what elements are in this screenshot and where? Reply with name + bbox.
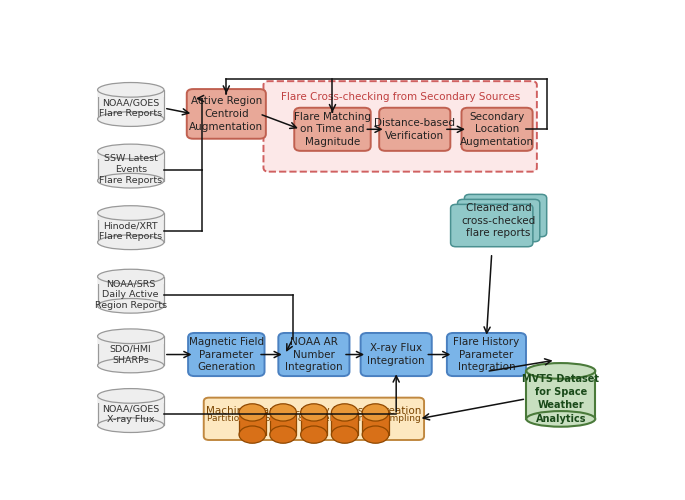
Ellipse shape	[301, 426, 327, 443]
Ellipse shape	[97, 418, 164, 432]
Ellipse shape	[362, 404, 389, 421]
Bar	[526, 371, 595, 419]
Text: Partitioning, Slicing & Labeling, Undersampling: Partitioning, Slicing & Labeling, Unders…	[207, 414, 421, 422]
Ellipse shape	[332, 426, 358, 443]
Ellipse shape	[270, 404, 297, 421]
Ellipse shape	[97, 235, 164, 250]
Text: Machine-learning-ready Dataset Creation: Machine-learning-ready Dataset Creation	[206, 406, 421, 415]
Bar	[239, 412, 266, 421]
FancyBboxPatch shape	[447, 333, 526, 376]
Bar	[97, 396, 164, 425]
Bar	[97, 213, 164, 242]
Ellipse shape	[239, 426, 266, 443]
Bar	[301, 412, 327, 434]
FancyBboxPatch shape	[278, 333, 349, 376]
Ellipse shape	[97, 358, 164, 373]
Text: Magnetic Field
Parameter
Generation: Magnetic Field Parameter Generation	[189, 336, 264, 372]
Bar	[97, 213, 164, 220]
FancyBboxPatch shape	[203, 398, 424, 440]
Ellipse shape	[301, 404, 327, 421]
Ellipse shape	[97, 269, 164, 284]
Ellipse shape	[97, 329, 164, 344]
Bar	[526, 371, 595, 378]
Bar	[301, 412, 327, 421]
Ellipse shape	[526, 411, 595, 426]
Ellipse shape	[97, 144, 164, 159]
Text: NOAA/GOES
X-ray Flux: NOAA/GOES X-ray Flux	[102, 404, 160, 424]
Ellipse shape	[97, 82, 164, 97]
Text: SDO/HMI
SHARPs: SDO/HMI SHARPs	[110, 344, 151, 364]
Bar	[97, 152, 164, 180]
Ellipse shape	[97, 174, 164, 188]
Text: NOAA AR
Number
Integration: NOAA AR Number Integration	[285, 336, 342, 372]
FancyBboxPatch shape	[451, 204, 533, 246]
Bar	[270, 412, 297, 434]
Ellipse shape	[97, 206, 164, 220]
Bar	[97, 276, 164, 284]
FancyBboxPatch shape	[264, 81, 537, 172]
Bar	[97, 90, 164, 119]
Text: Flare Matching
on Time and
Magnitude: Flare Matching on Time and Magnitude	[294, 112, 371, 147]
Bar	[97, 152, 164, 159]
Text: Cleaned and
cross-checked
flare reports: Cleaned and cross-checked flare reports	[462, 202, 536, 238]
Bar	[97, 90, 164, 97]
Bar	[97, 336, 164, 366]
Ellipse shape	[526, 363, 595, 378]
FancyBboxPatch shape	[187, 89, 266, 138]
Ellipse shape	[97, 112, 164, 126]
Text: SSW Latest
Events
Flare Reports: SSW Latest Events Flare Reports	[99, 154, 162, 186]
Ellipse shape	[362, 426, 389, 443]
Bar	[239, 412, 266, 434]
Text: Secondary
Location
Augmentation: Secondary Location Augmentation	[460, 112, 534, 147]
Text: Flare History
Parameter
Integration: Flare History Parameter Integration	[453, 336, 519, 372]
Text: NOAA/GOES
Flare Reports: NOAA/GOES Flare Reports	[99, 98, 162, 118]
Text: Hinode/XRT
Flare Reports: Hinode/XRT Flare Reports	[99, 222, 162, 242]
Bar	[270, 412, 297, 421]
FancyBboxPatch shape	[379, 108, 450, 151]
Text: Active Region
Centroid
Augmentation: Active Region Centroid Augmentation	[189, 96, 263, 132]
Bar	[332, 412, 358, 434]
Ellipse shape	[97, 388, 164, 403]
FancyBboxPatch shape	[360, 333, 432, 376]
Text: X-ray Flux
Integration: X-ray Flux Integration	[367, 343, 425, 366]
Bar	[97, 396, 164, 403]
Text: NOAA/SRS
Daily Active
Region Reports: NOAA/SRS Daily Active Region Reports	[95, 279, 167, 310]
FancyBboxPatch shape	[464, 194, 547, 236]
Bar	[332, 412, 358, 421]
FancyBboxPatch shape	[188, 333, 264, 376]
Text: MVTS Dataset
for Space
Weather
Analytics: MVTS Dataset for Space Weather Analytics	[522, 374, 599, 424]
FancyBboxPatch shape	[462, 108, 533, 151]
Text: Distance-based
Verification: Distance-based Verification	[374, 118, 456, 141]
Bar	[362, 412, 389, 434]
Ellipse shape	[97, 298, 164, 313]
Bar	[97, 336, 164, 344]
FancyBboxPatch shape	[458, 200, 540, 241]
Bar	[97, 276, 164, 306]
Ellipse shape	[332, 404, 358, 421]
Text: Flare Cross-checking from Secondary Sources: Flare Cross-checking from Secondary Sour…	[281, 92, 520, 102]
Ellipse shape	[270, 426, 297, 443]
Bar	[362, 412, 389, 421]
Ellipse shape	[239, 404, 266, 421]
FancyBboxPatch shape	[295, 108, 371, 151]
